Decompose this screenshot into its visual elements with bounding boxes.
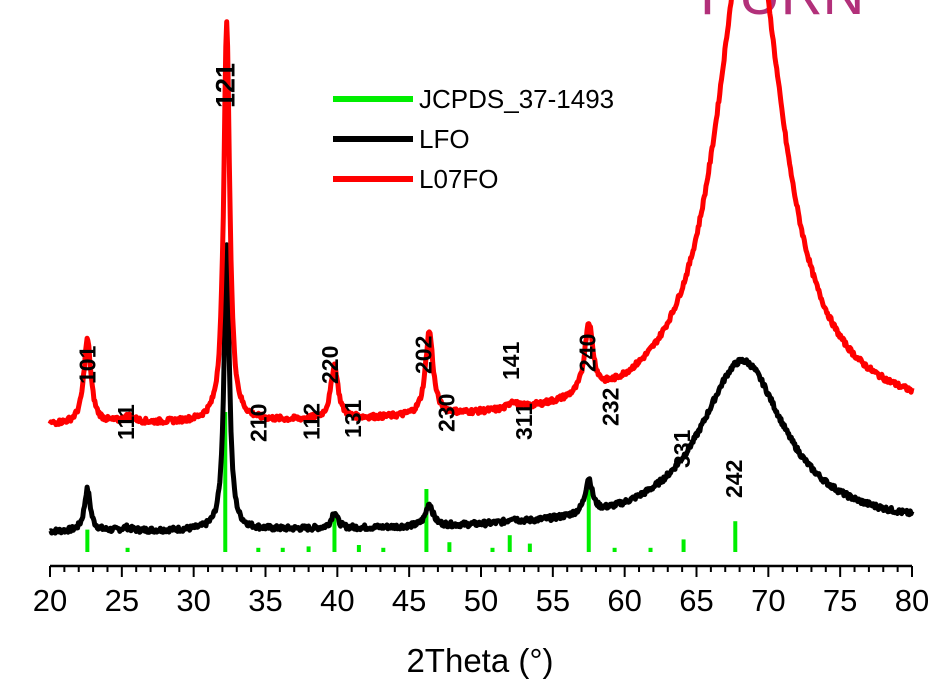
peak-label-112: 112	[298, 403, 324, 440]
series-l07fo-line	[47, 0, 915, 428]
x-tick-label: 60	[607, 583, 641, 618]
series-lfo-line	[48, 242, 915, 536]
x-tick-label: 65	[679, 583, 713, 618]
peak-label-232: 232	[597, 388, 623, 426]
x-tick-label: 20	[33, 583, 67, 618]
x-tick-label: 35	[248, 583, 282, 618]
series-lines	[47, 0, 915, 536]
peak-label-210: 210	[245, 404, 271, 442]
peak-label-311: 311	[511, 403, 537, 440]
peak-label-141: 141	[498, 341, 524, 380]
peak-label-121: 121	[211, 63, 241, 108]
x-tick-label: 70	[751, 583, 785, 618]
peak-label-242: 242	[721, 460, 747, 498]
peak-label-101: 101	[74, 345, 100, 384]
legend-label-lfo: LFO	[419, 124, 470, 154]
x-tick-label: 45	[392, 583, 426, 618]
peak-label-230: 230	[434, 394, 460, 432]
x-tick-label: 30	[176, 583, 210, 618]
legend-label-l07fo: L07FO	[419, 164, 499, 194]
x-axis-title: 2Theta (°)	[406, 642, 553, 679]
x-tick-label: 40	[320, 583, 354, 618]
peak-label-111: 111	[113, 404, 139, 440]
x-tick-label: 50	[464, 583, 498, 618]
legend-label-jcpds_37-1493: JCPDS_37-1493	[419, 84, 614, 114]
peak-annotations: 101 111 121 210 112 220 131 202 230 141 311 240 232 3…	[74, 63, 747, 498]
x-tick-label: 55	[536, 583, 570, 618]
reference-lines	[85, 412, 738, 552]
x-axis-ticks: 20 25 30 35 40 45 50 55 60 65 70 75 80	[33, 566, 929, 618]
x-tick-label: 25	[105, 583, 139, 618]
peak-label-240: 240	[574, 334, 600, 372]
legend: JCPDS_37-1493 LFO L07FO	[333, 84, 614, 194]
peak-label-331: 331	[669, 429, 695, 468]
corner-title-fragment: PURN	[700, 0, 864, 27]
peak-label-220: 220	[317, 346, 343, 384]
x-tick-label: 75	[823, 583, 857, 618]
peak-label-131: 131	[340, 399, 366, 438]
peak-label-202: 202	[411, 336, 437, 374]
x-tick-label: 80	[895, 583, 929, 618]
